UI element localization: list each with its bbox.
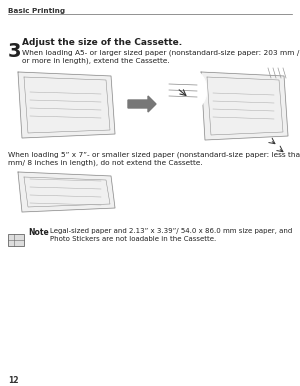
Text: Adjust the size of the Cassette.: Adjust the size of the Cassette. xyxy=(22,38,182,47)
Text: Legal-sized paper and 2.13” x 3.39”/ 54.0 x 86.0 mm size paper, and: Legal-sized paper and 2.13” x 3.39”/ 54.… xyxy=(50,228,292,234)
Text: or more in length), extend the Cassette.: or more in length), extend the Cassette. xyxy=(22,58,170,64)
Text: Note: Note xyxy=(28,228,49,237)
Text: Photo Stickers are not loadable in the Cassette.: Photo Stickers are not loadable in the C… xyxy=(50,236,216,242)
Text: 3: 3 xyxy=(8,42,22,61)
Polygon shape xyxy=(18,172,115,212)
Polygon shape xyxy=(201,72,288,140)
Text: 12: 12 xyxy=(8,376,19,385)
Polygon shape xyxy=(18,72,115,138)
Text: Basic Printing: Basic Printing xyxy=(8,8,65,14)
Text: When loading 5” x 7”- or smaller sized paper (nonstandard-size paper: less than : When loading 5” x 7”- or smaller sized p… xyxy=(8,152,300,159)
Bar xyxy=(8,234,24,246)
Circle shape xyxy=(159,66,207,114)
Text: When loading A5- or larger sized paper (nonstandard-size paper: 203 mm / 8 inche: When loading A5- or larger sized paper (… xyxy=(22,50,300,56)
Text: mm/ 8 inches in length), do not extend the Cassette.: mm/ 8 inches in length), do not extend t… xyxy=(8,160,203,166)
Polygon shape xyxy=(128,96,156,112)
